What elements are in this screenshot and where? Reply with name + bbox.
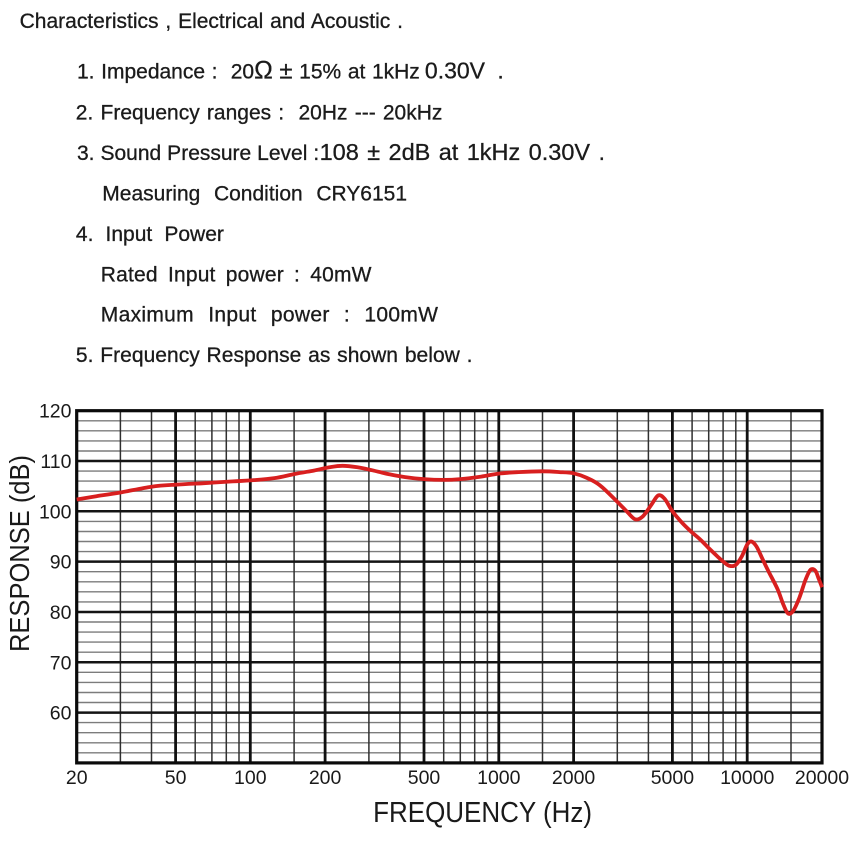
svg-text:Maximum Input power : 100mW: Maximum Input power : 100mW <box>101 304 438 327</box>
svg-text:20000: 20000 <box>795 767 849 789</box>
svg-text:108 ± 2dB at 1kHz 0.30V .: 108 ± 2dB at 1kHz 0.30V . <box>320 139 605 165</box>
svg-text:500: 500 <box>408 767 441 789</box>
svg-text:Characteristics , Electrical a: Characteristics , Electrical and Acousti… <box>20 10 403 33</box>
svg-text:200: 200 <box>309 767 342 789</box>
svg-text:5000: 5000 <box>651 767 695 789</box>
svg-text:60: 60 <box>50 703 72 725</box>
svg-text:Rated Input power : 40mW: Rated Input power : 40mW <box>101 263 372 286</box>
svg-text:50: 50 <box>165 767 187 789</box>
svg-text:FREQUENCY (Hz): FREQUENCY (Hz) <box>373 797 592 829</box>
svg-text:0.30V .: 0.30V . <box>425 58 504 84</box>
svg-text:10000: 10000 <box>720 767 774 789</box>
svg-text:100: 100 <box>39 501 72 523</box>
svg-text:2000: 2000 <box>552 767 596 789</box>
svg-text:Measuring Condition CRY6151: Measuring Condition CRY6151 <box>102 182 407 205</box>
svg-text:110: 110 <box>40 451 71 473</box>
svg-text:90: 90 <box>50 552 72 574</box>
svg-text:5. Frequency Response as shown: 5. Frequency Response as shown below . <box>76 344 473 367</box>
svg-text:3. Sound Pressure Level :: 3. Sound Pressure Level : <box>77 142 319 165</box>
svg-text:70: 70 <box>50 652 72 674</box>
svg-text:120: 120 <box>39 401 72 423</box>
svg-text:1. Impedance : 20Ω ± 15% at 1: 1. Impedance : 20Ω ± 15% at 1kHz <box>77 57 420 85</box>
svg-text:4. Input Power: 4. Input Power <box>76 223 224 246</box>
svg-text:1000: 1000 <box>477 767 521 789</box>
svg-text:RESPONSE (dB): RESPONSE (dB) <box>4 455 35 652</box>
svg-text:20: 20 <box>66 767 88 789</box>
svg-text:100: 100 <box>234 767 267 789</box>
svg-text:2. Frequency ranges : 20Hz --: 2. Frequency ranges : 20Hz --- 20kHz <box>76 101 443 124</box>
svg-text:80: 80 <box>50 602 72 624</box>
